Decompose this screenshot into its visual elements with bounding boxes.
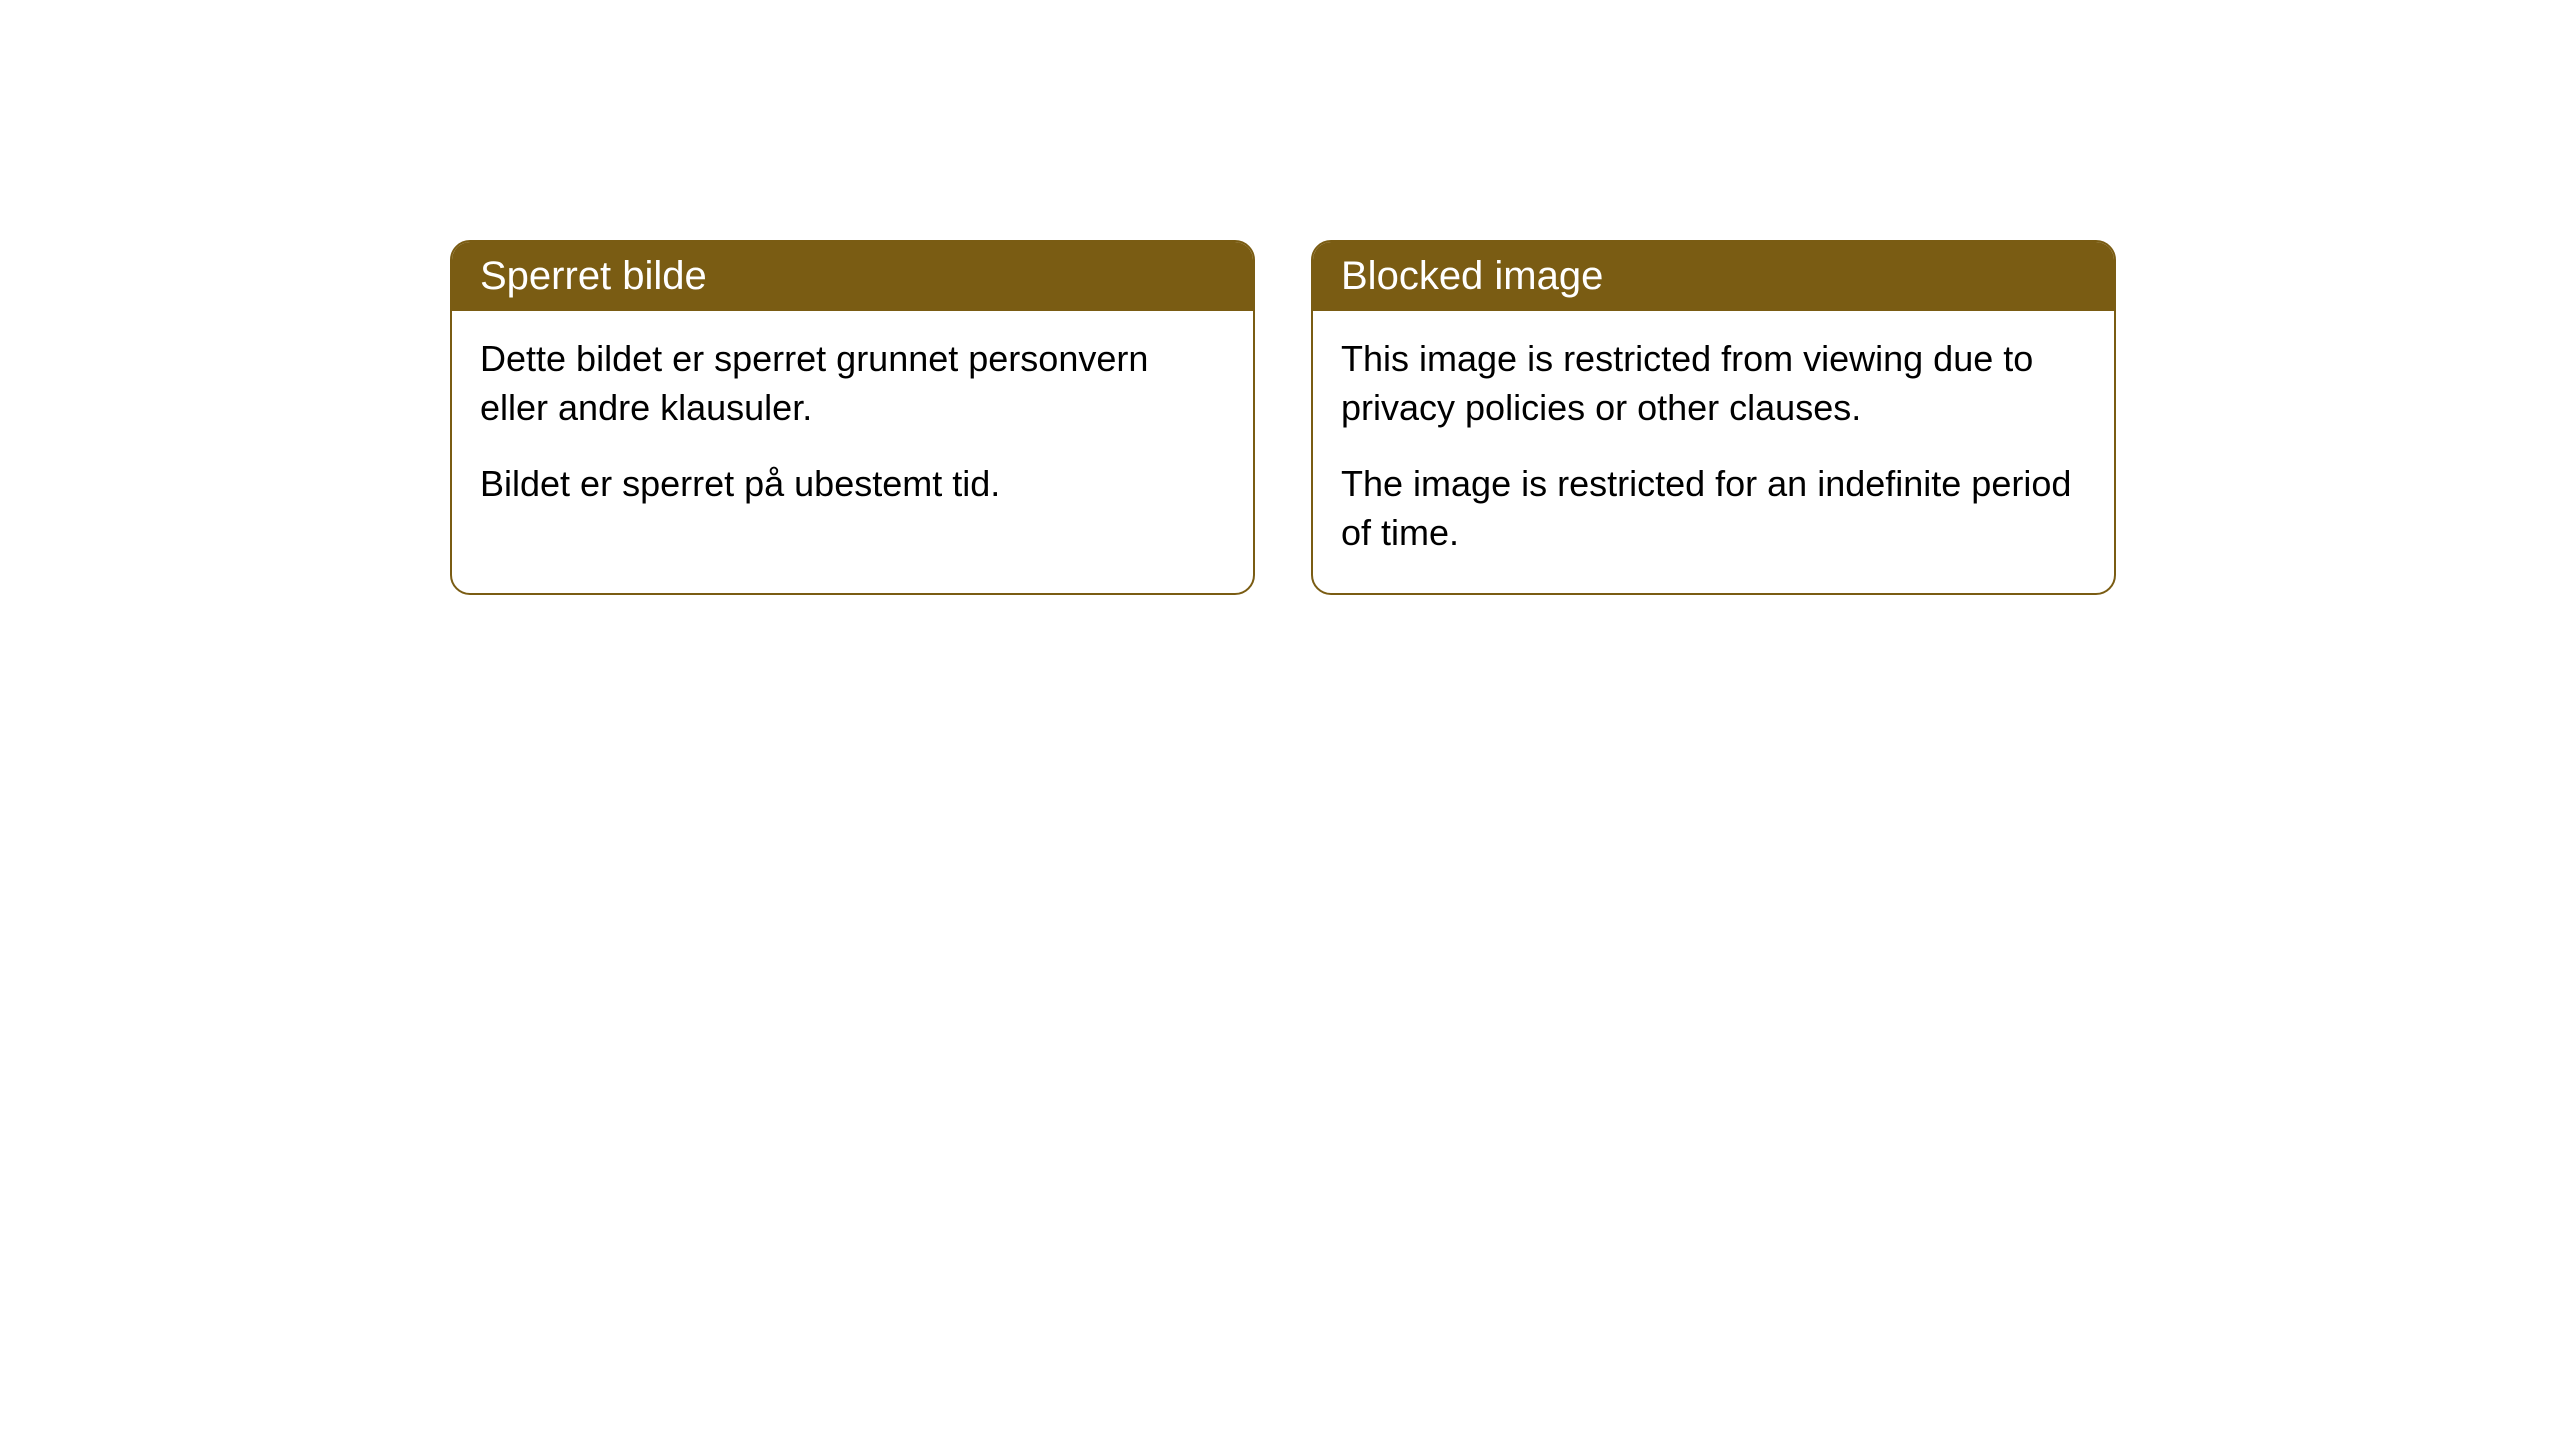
blocked-image-card-norwegian: Sperret bilde Dette bildet er sperret gr… bbox=[450, 240, 1255, 595]
card-header-english: Blocked image bbox=[1313, 242, 2114, 311]
card-title: Blocked image bbox=[1341, 254, 1603, 298]
card-paragraph: Dette bildet er sperret grunnet personve… bbox=[480, 335, 1225, 432]
notice-cards-container: Sperret bilde Dette bildet er sperret gr… bbox=[450, 240, 2116, 595]
card-title: Sperret bilde bbox=[480, 254, 707, 298]
card-paragraph: Bildet er sperret på ubestemt tid. bbox=[480, 460, 1225, 509]
card-header-norwegian: Sperret bilde bbox=[452, 242, 1253, 311]
card-paragraph: The image is restricted for an indefinit… bbox=[1341, 460, 2086, 557]
card-body-english: This image is restricted from viewing du… bbox=[1313, 311, 2114, 593]
blocked-image-card-english: Blocked image This image is restricted f… bbox=[1311, 240, 2116, 595]
card-paragraph: This image is restricted from viewing du… bbox=[1341, 335, 2086, 432]
card-body-norwegian: Dette bildet er sperret grunnet personve… bbox=[452, 311, 1253, 545]
